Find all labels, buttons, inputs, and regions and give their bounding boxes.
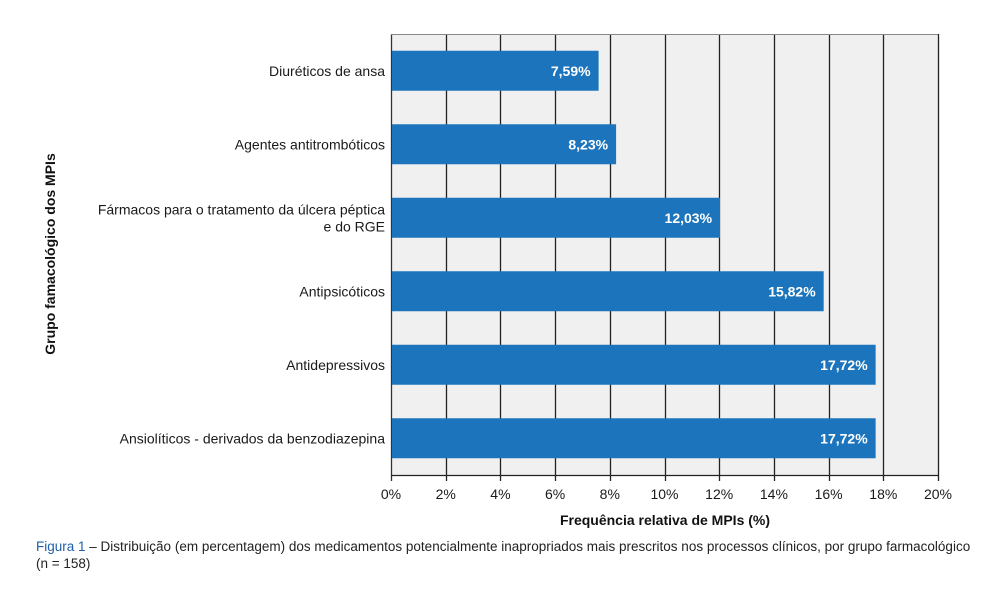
x-tick-label: 20% [924, 486, 952, 502]
data-label: 12,03% [665, 210, 713, 226]
y-axis-title: Grupo famacológico dos MPIs [42, 153, 58, 355]
bars: 7,59% 8,23% 12,03% 15,82% 17,72% 17,72% [392, 50, 876, 459]
category-label-line: Antidepressivos [286, 357, 385, 373]
x-tick-label: 10% [650, 486, 678, 502]
x-axis: 0% 2% 4% 6% 8% 10% 12% 14% 16% 18% 20% [381, 474, 952, 502]
data-label: 15,82% [768, 283, 816, 299]
x-axis-title: Frequência relativa de MPIs (%) [560, 512, 770, 528]
category-label-line: Diuréticos de ansa [269, 63, 385, 79]
data-label: 8,23% [568, 136, 608, 152]
x-tick-label: 8% [600, 486, 620, 502]
figure-caption: Figura 1 – Distribuição (em percentagem)… [36, 538, 976, 572]
x-tick-label: 18% [869, 486, 897, 502]
category-label: Antidepressivos [286, 357, 385, 373]
category-label: Ansiolíticos - derivados da benzodiazepi… [120, 430, 386, 446]
x-tick-label: 0% [381, 486, 401, 502]
category-label-line: Ansiolíticos - derivados da benzodiazepi… [120, 430, 386, 446]
bar [392, 418, 876, 459]
figure-ref: Figura 1 [36, 539, 86, 554]
bar [392, 197, 721, 238]
category-label: Diuréticos de ansa [269, 63, 385, 79]
data-label: 17,72% [820, 430, 868, 446]
bar [392, 50, 599, 91]
plot-area [391, 34, 938, 475]
caption-text: – Distribuição (em percentagem) dos medi… [36, 539, 971, 571]
category-label-line: Fármacos para o tratamento da úlcera pép… [98, 201, 385, 217]
x-tick-label: 14% [760, 486, 788, 502]
gridlines [390, 34, 940, 481]
category-label: Fármacos para o tratamento da úlcera pép… [98, 201, 385, 234]
x-tick-label: 4% [490, 486, 510, 502]
category-label: Antipsicóticos [299, 283, 385, 299]
category-label-line: Antipsicóticos [299, 283, 385, 299]
bar [392, 344, 876, 385]
x-tick-label: 6% [545, 486, 565, 502]
x-tick-label: 2% [436, 486, 456, 502]
bar [392, 271, 824, 312]
category-label-line: e do RGE [324, 218, 385, 234]
data-label: 7,59% [551, 63, 591, 79]
category-labels: Diuréticos de ansa Agentes antitrombótico… [98, 63, 385, 447]
x-tick-label: 16% [815, 486, 843, 502]
category-label-line: Agentes antitrombóticos [235, 136, 385, 152]
bar [392, 124, 617, 165]
data-label: 17,72% [820, 357, 868, 373]
x-tick-label: 12% [705, 486, 733, 502]
category-label: Agentes antitrombóticos [235, 136, 385, 152]
bar-chart: 7,59% 8,23% 12,03% 15,82% 17,72% 17,72% Diuré… [42, 34, 952, 528]
